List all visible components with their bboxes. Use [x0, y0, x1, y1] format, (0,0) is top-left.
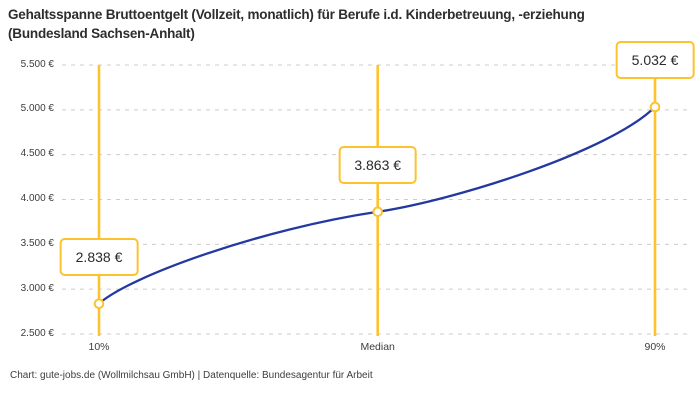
x-tick-label-p90: 90% — [644, 341, 666, 353]
data-point-markers — [93, 101, 661, 309]
chart-title: Gehaltsspanne Bruttoentgelt (Vollzeit, m… — [8, 7, 585, 41]
value-label-median: 3.863 € — [338, 146, 418, 185]
percentile-highlight-lines — [97, 65, 657, 336]
chart-credit: Chart: gute-jobs.de (Wollmilchsau GmbH) … — [10, 370, 373, 381]
y-tick-label: 2.500 € — [20, 327, 54, 339]
data-point-marker — [93, 298, 105, 309]
y-tick-label: 3.500 € — [20, 237, 54, 249]
y-tick-label: 4.000 € — [20, 193, 54, 204]
value-label-p10: 2.838 € — [59, 238, 139, 277]
y-tick-label: 5.000 € — [20, 103, 54, 115]
y-tick-label: 3.000 € — [20, 282, 54, 294]
data-point-marker — [372, 206, 384, 218]
data-point-marker — [649, 101, 661, 113]
y-tick-label: 5.500 € — [20, 58, 54, 70]
y-tick-label: 4.500 € — [20, 148, 54, 160]
value-label-p90: 5.032 € — [615, 41, 695, 80]
x-tick-label-p10: 10% — [88, 341, 110, 353]
x-tick-label-median: Median — [360, 341, 395, 353]
